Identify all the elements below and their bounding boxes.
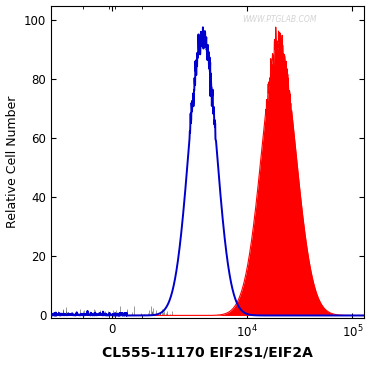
Text: WWW.PTGLAB.COM: WWW.PTGLAB.COM bbox=[243, 15, 317, 24]
X-axis label: CL555-11170 EIF2S1/EIF2A: CL555-11170 EIF2S1/EIF2A bbox=[102, 345, 313, 360]
Y-axis label: Relative Cell Number: Relative Cell Number bbox=[6, 96, 18, 228]
